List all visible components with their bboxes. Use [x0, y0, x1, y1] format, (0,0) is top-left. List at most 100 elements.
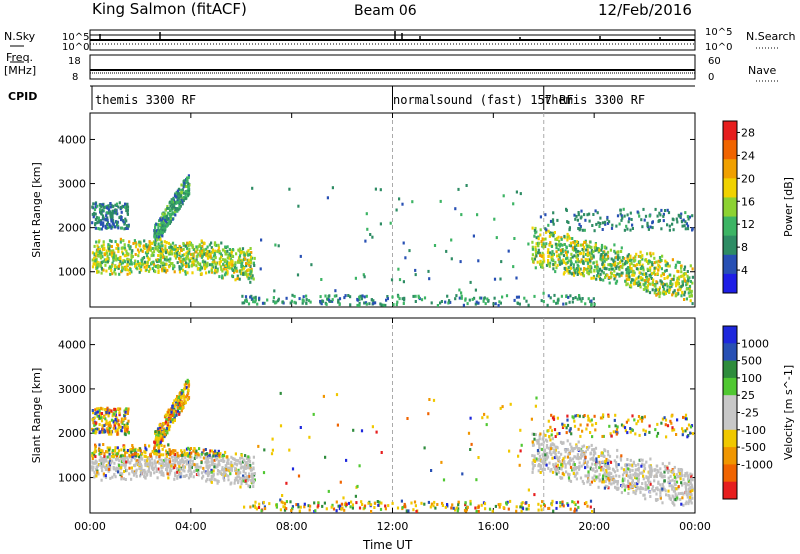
scatter-cell: [270, 452, 274, 456]
scatter-cell: [125, 423, 128, 427]
scatter-cell: [146, 249, 149, 253]
scatter-cell: [125, 253, 128, 257]
scatter-cell: [214, 478, 217, 482]
scatter-cell: [540, 240, 543, 243]
scatter-cell: [645, 476, 648, 480]
scatter-cell: [662, 290, 665, 294]
scatter-cell: [140, 268, 143, 272]
scatter-cell: [513, 237, 516, 240]
scatter-cell: [659, 491, 662, 495]
scatter-cell: [641, 263, 644, 267]
scatter-cell: [541, 237, 544, 241]
scatter-cell: [182, 465, 185, 468]
scatter-cell: [660, 267, 663, 271]
scatter-cell: [102, 472, 105, 476]
scatter-cell: [114, 240, 117, 244]
scatter-cell: [153, 471, 156, 475]
scatter-cell: [666, 208, 669, 212]
scatter-cell: [637, 254, 640, 258]
scatter-cell: [666, 424, 670, 428]
scatter-cell: [597, 455, 600, 458]
scatter-cell: [249, 270, 252, 274]
scatter-cell: [360, 429, 364, 433]
scatter-cell: [585, 248, 588, 252]
scatter-cell: [123, 246, 126, 250]
colorbar-segment: [723, 121, 737, 141]
scatter-cell: [186, 393, 189, 397]
scatter-cell: [128, 240, 131, 244]
scatter-cell: [195, 258, 198, 262]
scatter-cell: [589, 255, 592, 259]
scatter-cell: [668, 484, 671, 488]
scatter-cell: [603, 255, 606, 259]
scatter-cell: [241, 267, 244, 271]
scatter-cell: [170, 202, 173, 205]
scatter-cell: [618, 274, 621, 278]
scatter-cell: [179, 201, 182, 204]
scatter-cell: [552, 259, 555, 263]
scatter-cell: [118, 423, 121, 427]
scatter-cell: [586, 465, 589, 469]
scatter-cell: [637, 415, 641, 418]
scatter-cell: [531, 432, 534, 436]
scatter-cell: [617, 262, 620, 266]
scatter-cell: [606, 217, 609, 221]
scatter-cell: [117, 224, 120, 228]
scatter-cell: [175, 195, 178, 199]
scatter-cell: [123, 222, 126, 226]
scatter-cell: [607, 458, 610, 462]
scatter-cell: [617, 486, 620, 490]
scatter-cell: [186, 253, 189, 257]
scatter-cell: [414, 504, 417, 508]
scatter-cell: [476, 213, 479, 217]
scatter-cell: [161, 230, 164, 234]
scatter-cell: [138, 461, 142, 465]
scatter-cell: [120, 226, 123, 230]
scatter-cell: [515, 505, 518, 509]
scatter-cell: [603, 253, 606, 257]
scatter-cell: [148, 245, 151, 249]
scatter-cell: [597, 461, 600, 465]
scatter-cell: [138, 242, 141, 246]
scatter-cell: [604, 459, 607, 463]
scatter-cell: [662, 214, 665, 218]
scatter-cell: [118, 262, 121, 266]
scatter-cell: [111, 459, 114, 463]
scatter-cell: [608, 424, 611, 428]
scatter-cell: [638, 283, 641, 286]
scatter-cell: [398, 297, 401, 301]
noise-tick-left-bottom: 10^0: [62, 42, 89, 53]
scatter-cell: [626, 258, 629, 262]
scatter-cell: [657, 259, 660, 263]
scatter-cell: [99, 261, 102, 265]
scatter-cell: [184, 190, 187, 193]
scatter-cell: [455, 294, 458, 298]
scatter-cell: [432, 504, 435, 508]
scatter-cell: [91, 265, 95, 269]
scatter-cell: [550, 231, 553, 235]
scatter-cell: [687, 217, 690, 221]
scatter-cell: [680, 502, 683, 506]
y-tick-label: 2000: [58, 222, 86, 235]
scatter-cell: [592, 254, 595, 258]
scatter-cell: [252, 296, 256, 300]
scatter-cell: [638, 487, 642, 491]
scatter-cell: [361, 503, 364, 506]
scatter-cell: [673, 503, 676, 507]
scatter-cell: [629, 283, 632, 287]
scatter-cell: [568, 300, 571, 304]
scatter-cell: [368, 302, 371, 306]
scatter-cell: [148, 466, 151, 469]
scatter-cell: [527, 507, 530, 511]
scatter-cell: [334, 289, 337, 293]
scatter-cell: [110, 409, 113, 413]
scatter-cell: [569, 456, 572, 460]
scatter-cell: [130, 447, 133, 451]
scatter-cell: [600, 248, 603, 252]
scatter-cell: [517, 295, 520, 299]
scatter-cell: [111, 450, 114, 454]
scatter-cell: [240, 250, 243, 254]
scatter-cell: [683, 277, 686, 281]
scatter-cell: [172, 201, 176, 205]
scatter-cell: [260, 238, 263, 242]
